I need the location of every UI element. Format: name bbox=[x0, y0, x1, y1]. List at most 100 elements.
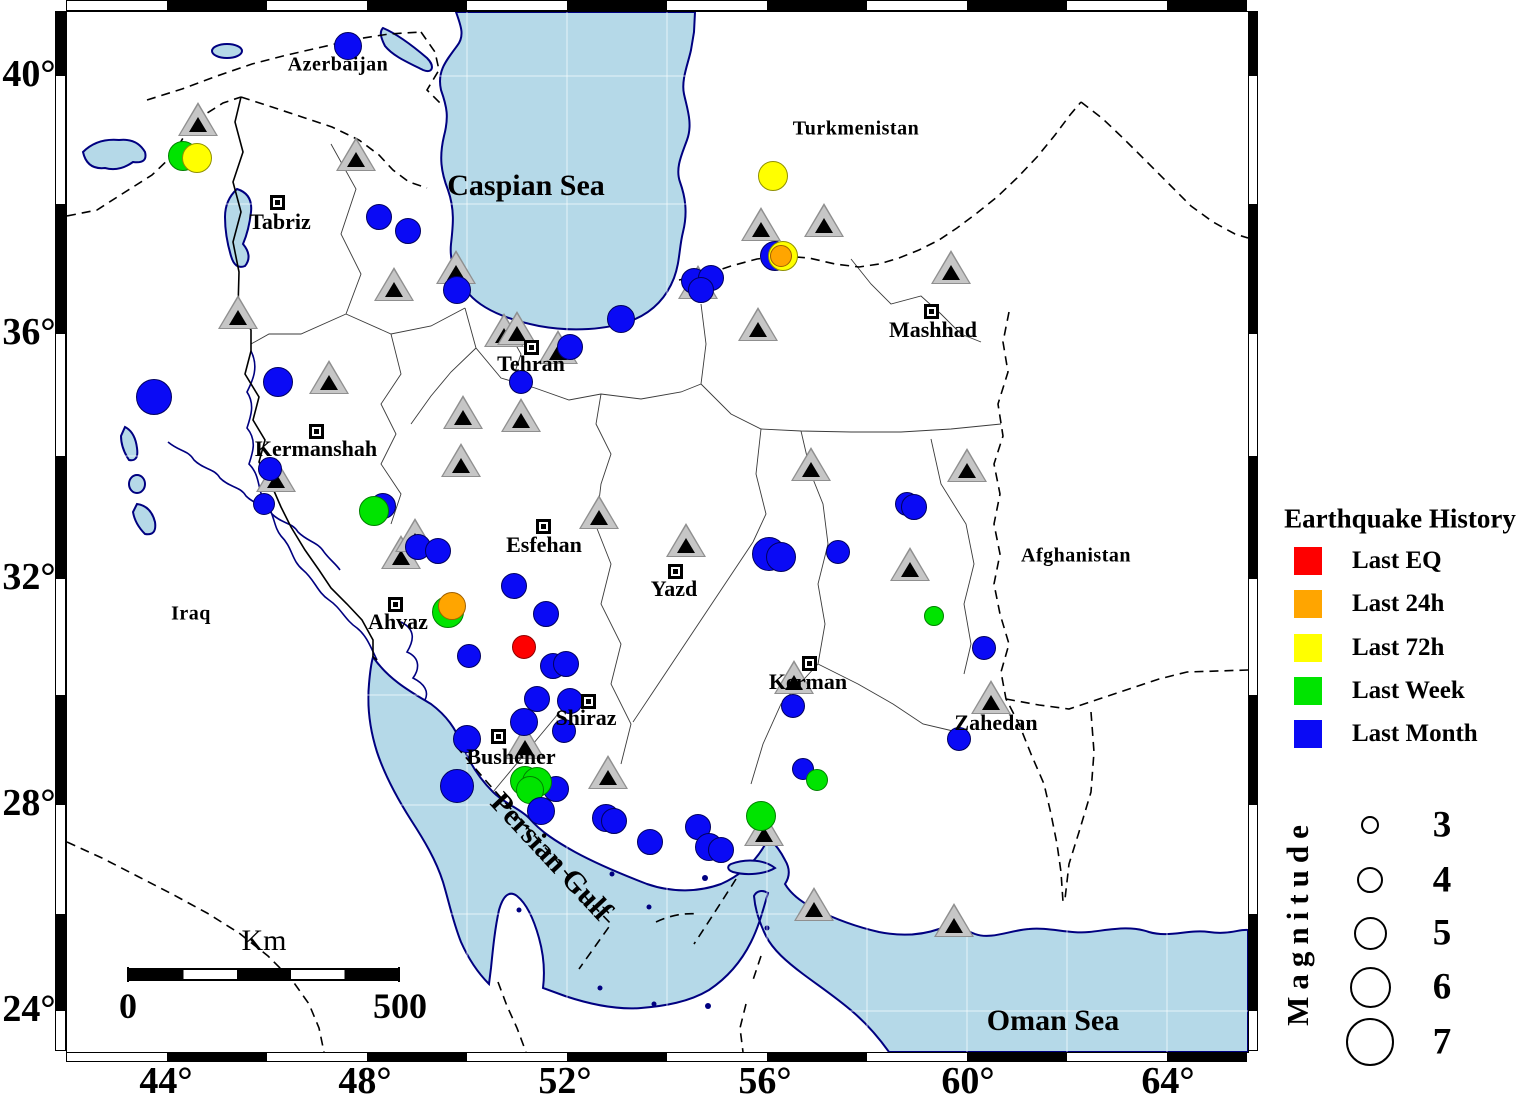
earthquake-marker-month bbox=[552, 719, 576, 743]
city-label: Zahedan bbox=[954, 710, 1038, 735]
earthquake-marker-month bbox=[510, 708, 538, 736]
earthquake-marker-month bbox=[781, 694, 805, 718]
legend-color-swatch bbox=[1294, 634, 1322, 662]
seismic-station-icon bbox=[791, 447, 831, 481]
seismic-station-icon bbox=[931, 250, 971, 284]
seismic-station-icon bbox=[741, 207, 781, 241]
earthquake-marker-month bbox=[607, 305, 635, 333]
city-marker bbox=[536, 519, 551, 534]
seismic-station-icon bbox=[218, 295, 258, 329]
magnitude-scale-circle bbox=[1357, 867, 1383, 893]
city-label: Tabriz bbox=[249, 209, 311, 234]
map-canvas: Tabriz Tehran Mashhad Kermanshah Esfehan Yazd… bbox=[66, 11, 1249, 1053]
earthquake-marker-month bbox=[826, 540, 850, 564]
earthquake-marker-month bbox=[533, 601, 559, 627]
seismic-station-icon bbox=[971, 680, 1011, 714]
city-marker bbox=[270, 195, 285, 210]
geography-layer bbox=[67, 12, 1248, 1052]
x-axis-tick-label: 60° bbox=[941, 1060, 995, 1102]
lake-sevan-shape bbox=[211, 43, 243, 59]
earthquake-marker-month bbox=[637, 829, 663, 855]
y-axis-tick-label: 24° bbox=[2, 988, 56, 1030]
city-label: Esfehan bbox=[506, 532, 582, 557]
city-label: Kerman bbox=[768, 669, 848, 694]
earthquake-marker-month bbox=[253, 493, 275, 515]
earthquake-marker-month bbox=[501, 573, 527, 599]
earthquake-marker-72h bbox=[182, 143, 212, 173]
caspian-sea-shape bbox=[439, 12, 697, 331]
seismic-station-icon bbox=[794, 887, 834, 921]
country-label: Afghanistan bbox=[1021, 544, 1131, 567]
earthquake-marker-month bbox=[601, 808, 627, 834]
earthquake-marker-month bbox=[509, 370, 533, 394]
city-marker-dot bbox=[586, 699, 591, 704]
seismic-station-icon bbox=[443, 395, 483, 429]
magnitude-scale-circle bbox=[1349, 966, 1391, 1008]
seismic-station-icon bbox=[666, 523, 706, 557]
legend-item-label: Last 72h bbox=[1352, 634, 1445, 661]
seismic-station-icon bbox=[774, 660, 814, 694]
city-marker-dot bbox=[314, 429, 319, 434]
city-label: Kermanshah bbox=[254, 436, 378, 461]
seismic-station-icon bbox=[804, 203, 844, 237]
earthquake-marker-month bbox=[366, 204, 392, 230]
city-marker bbox=[491, 729, 506, 744]
city-marker-dot bbox=[275, 200, 280, 205]
iraq-lake-3 bbox=[131, 502, 157, 536]
scale-bar-segments bbox=[128, 968, 400, 981]
earthquake-marker-week bbox=[806, 769, 828, 791]
city-marker bbox=[802, 656, 817, 671]
magnitude-scale-circle bbox=[1346, 1018, 1394, 1066]
magnitude-scale-circle bbox=[1361, 816, 1379, 834]
city-label: Busheher bbox=[466, 744, 556, 769]
scale-bar-tick-end bbox=[398, 967, 400, 982]
y-axis-tick-label: 40° bbox=[2, 53, 56, 95]
earthquake-marker-month bbox=[453, 725, 481, 753]
earthquake-history-legend-title: Earthquake History bbox=[1284, 503, 1516, 534]
city-marker-dot bbox=[541, 524, 546, 529]
earthquake-marker-month bbox=[947, 727, 971, 751]
x-axis-tick-label: 48° bbox=[338, 1060, 392, 1102]
graticule bbox=[67, 12, 1248, 1052]
earthquake-marker-24h bbox=[438, 592, 466, 620]
city-marker-dot bbox=[393, 602, 398, 607]
earthquake-marker-month bbox=[443, 276, 471, 304]
earthquake-marker-month bbox=[457, 644, 481, 668]
earthquake-marker-month bbox=[901, 494, 927, 520]
seismic-station-icon bbox=[309, 360, 349, 394]
city-marker bbox=[924, 304, 939, 319]
iraq-lake-2 bbox=[128, 474, 146, 494]
city-marker-dot bbox=[807, 661, 812, 666]
earthquake-marker-week bbox=[359, 496, 389, 526]
city-marker bbox=[309, 424, 324, 439]
rivers bbox=[167, 350, 428, 701]
caspian-arm-shape bbox=[379, 26, 433, 72]
seismic-station-icon bbox=[501, 398, 541, 432]
iraq-lake-1 bbox=[119, 425, 139, 462]
magnitude-scale-circle bbox=[1353, 916, 1387, 950]
city-label: Ahvaz bbox=[368, 609, 428, 634]
country-label: Iraq bbox=[171, 602, 211, 625]
legend-color-swatch bbox=[1294, 720, 1322, 748]
sea-label: Oman Sea bbox=[986, 1004, 1120, 1037]
city-marker bbox=[668, 564, 683, 579]
seismic-station-icon bbox=[178, 102, 218, 136]
x-axis-tick-label: 52° bbox=[538, 1060, 592, 1102]
earthquake-marker-month bbox=[395, 218, 421, 244]
city-marker-dot bbox=[529, 345, 534, 350]
city-marker bbox=[581, 694, 596, 709]
earthquake-marker-month bbox=[440, 769, 474, 803]
seismic-station-icon bbox=[890, 547, 930, 581]
lake-van-shape bbox=[81, 138, 147, 171]
city-label: Tehran bbox=[497, 351, 565, 376]
earthquake-marker-month bbox=[688, 277, 714, 303]
country-label: Azerbaijan bbox=[287, 53, 389, 76]
province-borders bbox=[250, 143, 1002, 793]
seismic-station-icon bbox=[738, 307, 778, 341]
legend-color-swatch bbox=[1294, 590, 1322, 618]
seismic-station-icon bbox=[934, 903, 974, 937]
national-borders-solid bbox=[232, 96, 378, 661]
earthquake-marker-month bbox=[708, 837, 734, 863]
scale-bar-unit: Km bbox=[241, 924, 287, 957]
